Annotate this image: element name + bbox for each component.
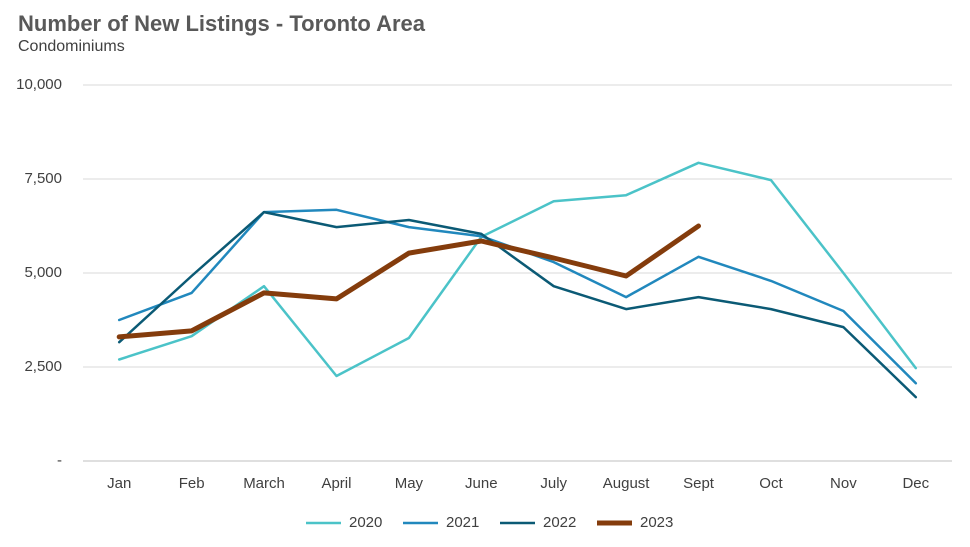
- x-tick-label: Oct: [759, 475, 783, 492]
- y-tick-label: 2,500: [24, 358, 62, 375]
- x-tick-label: April: [321, 475, 351, 492]
- x-tick-label: Jan: [107, 475, 131, 492]
- y-tick-label: 7,500: [24, 170, 62, 187]
- x-tick-label: August: [603, 475, 651, 492]
- legend-label: 2020: [349, 514, 382, 531]
- series-line: [116, 223, 701, 340]
- x-tick-label: June: [465, 475, 498, 492]
- legend-label: 2022: [543, 514, 576, 531]
- y-tick-label: -: [57, 452, 62, 469]
- chart-title: Number of New Listings - Toronto Area: [18, 11, 426, 36]
- series-line: [117, 161, 918, 378]
- x-tick-label: Sept: [683, 475, 715, 492]
- chart-subtitle: Condominiums: [18, 38, 125, 55]
- series-line: [117, 210, 918, 399]
- x-tick-label: Dec: [902, 475, 929, 492]
- legend-label: 2023: [640, 514, 673, 531]
- y-tick-label: 10,000: [16, 76, 62, 93]
- x-tick-label: Nov: [830, 475, 857, 492]
- legend-label: 2021: [446, 514, 479, 531]
- x-tick-label: May: [395, 475, 424, 492]
- x-tick-label: March: [243, 475, 285, 492]
- y-tick-label: 5,000: [24, 264, 62, 281]
- x-tick-label: July: [540, 475, 567, 492]
- x-tick-label: Feb: [179, 475, 205, 492]
